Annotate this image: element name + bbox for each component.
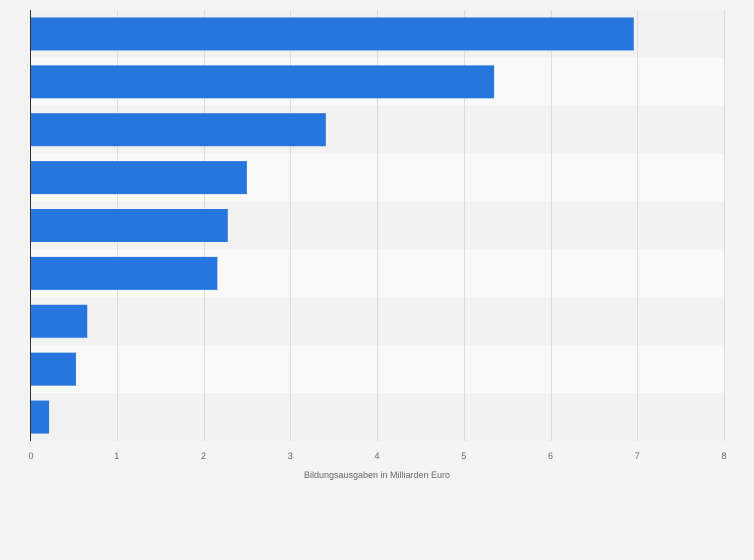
bar-6[interactable]	[30, 304, 88, 338]
bar-1[interactable]	[30, 65, 495, 99]
x-tick-label-4: 4	[374, 451, 379, 461]
x-tick-label-1: 1	[114, 451, 119, 461]
bar-3[interactable]	[30, 161, 247, 195]
x-tick-label-2: 2	[201, 451, 206, 461]
x-tick-label-0: 0	[28, 451, 33, 461]
bar-2[interactable]	[30, 113, 326, 147]
x-tick-label-8: 8	[721, 451, 726, 461]
bars	[30, 17, 634, 434]
bar-5[interactable]	[30, 256, 218, 290]
bar-8[interactable]	[30, 400, 50, 434]
x-axis-title: Bildungsausgaben in Milliarden Euro	[304, 470, 450, 480]
bar-7[interactable]	[30, 352, 76, 386]
x-tick-label-5: 5	[461, 451, 466, 461]
bar-0[interactable]	[30, 17, 634, 51]
x-tick-label-3: 3	[288, 451, 293, 461]
x-axis-ticks: 0 1 2 3 4 5 6 7 8	[28, 451, 726, 461]
x-tick-label-6: 6	[548, 451, 553, 461]
bar-4[interactable]	[30, 209, 228, 242]
x-tick-label-7: 7	[635, 451, 640, 461]
